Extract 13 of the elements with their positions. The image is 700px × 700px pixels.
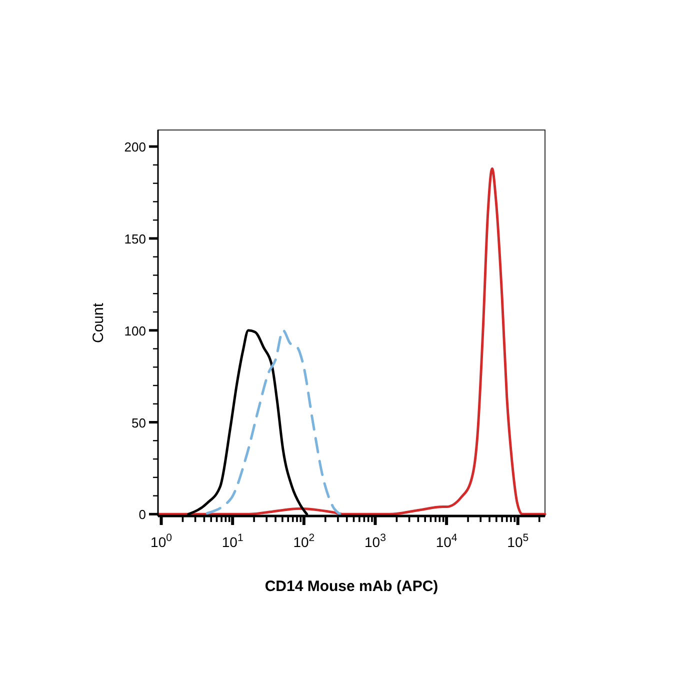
x-tick-label: 10$^{0}$ [150, 532, 172, 550]
x-tick-label: 10$^{2}$ [293, 532, 315, 550]
y-tick-label: 100 [124, 323, 146, 338]
y-tick-label: 50 [132, 415, 146, 430]
x-axis-title: CD14 Mouse mAb (APC) [264, 578, 438, 595]
x-tick-label: 10$^{3}$ [364, 532, 386, 550]
x-tick-label: 10$^{5}$ [507, 532, 529, 550]
x-tick-label: 10$^{4}$ [436, 532, 458, 550]
y-tick-label: 0 [138, 507, 146, 522]
y-axis-title: Count [90, 302, 107, 344]
y-tick-label: 150 [124, 231, 146, 246]
y-tick-label: 200 [124, 140, 146, 155]
x-tick-label: 10$^{1}$ [222, 532, 244, 550]
